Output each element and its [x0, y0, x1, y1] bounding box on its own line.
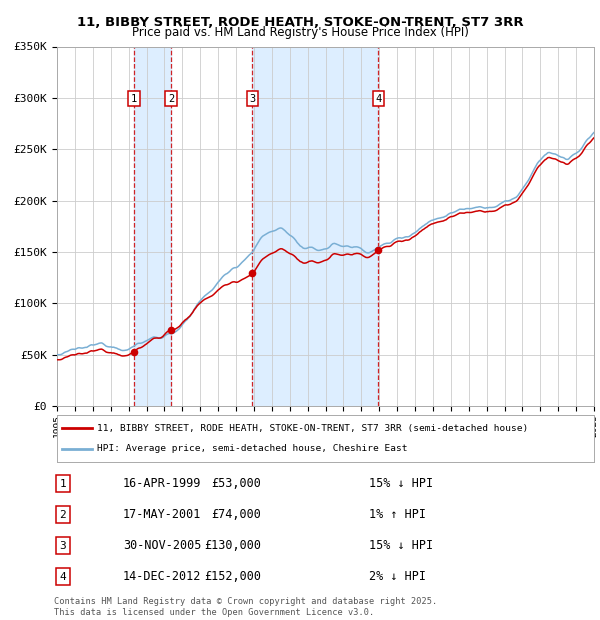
Text: 11, BIBBY STREET, RODE HEATH, STOKE-ON-TRENT, ST7 3RR: 11, BIBBY STREET, RODE HEATH, STOKE-ON-T…	[77, 16, 523, 29]
Bar	[134, 46, 171, 406]
Text: 2: 2	[59, 510, 67, 520]
Text: 11, BIBBY STREET, RODE HEATH, STOKE-ON-TRENT, ST7 3RR (semi-detached house): 11, BIBBY STREET, RODE HEATH, STOKE-ON-T…	[97, 424, 529, 433]
Bar	[253, 46, 379, 406]
Text: 15% ↓ HPI: 15% ↓ HPI	[369, 477, 433, 490]
Text: Price paid vs. HM Land Registry's House Price Index (HPI): Price paid vs. HM Land Registry's House …	[131, 26, 469, 39]
Text: 3: 3	[59, 541, 67, 551]
Text: 2% ↓ HPI: 2% ↓ HPI	[369, 570, 426, 583]
Text: 1: 1	[59, 479, 67, 489]
Text: 4: 4	[376, 94, 382, 104]
Text: Contains HM Land Registry data © Crown copyright and database right 2025.
This d: Contains HM Land Registry data © Crown c…	[54, 598, 437, 617]
Text: £53,000: £53,000	[211, 477, 261, 490]
Text: HPI: Average price, semi-detached house, Cheshire East: HPI: Average price, semi-detached house,…	[97, 445, 408, 453]
Text: 17-MAY-2001: 17-MAY-2001	[123, 508, 202, 521]
Text: 3: 3	[250, 94, 256, 104]
Text: 2: 2	[168, 94, 175, 104]
Text: 4: 4	[59, 572, 67, 582]
Text: 16-APR-1999: 16-APR-1999	[123, 477, 202, 490]
Text: 14-DEC-2012: 14-DEC-2012	[123, 570, 202, 583]
Text: 1: 1	[131, 94, 137, 104]
Text: 1% ↑ HPI: 1% ↑ HPI	[369, 508, 426, 521]
Text: 30-NOV-2005: 30-NOV-2005	[123, 539, 202, 552]
Text: £130,000: £130,000	[204, 539, 261, 552]
Text: £74,000: £74,000	[211, 508, 261, 521]
Text: 15% ↓ HPI: 15% ↓ HPI	[369, 539, 433, 552]
Text: £152,000: £152,000	[204, 570, 261, 583]
